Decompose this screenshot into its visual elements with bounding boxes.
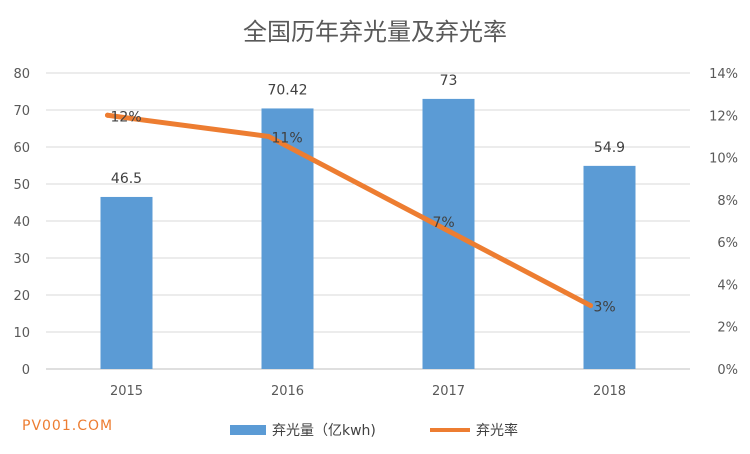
line-data-label: 11% bbox=[272, 130, 303, 146]
gridlines bbox=[46, 72, 690, 370]
line-point bbox=[588, 303, 593, 309]
bar-data-label: 70.42 bbox=[267, 82, 307, 98]
line-point bbox=[427, 218, 432, 224]
legend-swatch-bar bbox=[230, 425, 266, 435]
bar-series bbox=[100, 98, 636, 370]
y-tick-label-right: 4% bbox=[717, 278, 738, 293]
bar-data-label: 54.9 bbox=[594, 140, 625, 156]
y-tick-label-left: 10 bbox=[13, 326, 30, 341]
legend-label-line: 弃光率 bbox=[476, 422, 518, 439]
y-tick-label-right: 12% bbox=[709, 109, 738, 124]
bar-data-label: 73 bbox=[440, 73, 458, 89]
line-data-label: 7% bbox=[433, 215, 455, 231]
line-point bbox=[266, 133, 271, 139]
y-tick-label-left: 60 bbox=[13, 141, 30, 156]
x-tick-label: 2015 bbox=[110, 384, 143, 399]
line-data-label: 12% bbox=[111, 109, 142, 125]
y-tick-label-left: 80 bbox=[13, 67, 30, 82]
y-tick-label-left: 30 bbox=[13, 252, 30, 267]
x-axis: 2015 2016 2017 2018 bbox=[110, 384, 626, 399]
y-tick-label-right: 14% bbox=[709, 67, 738, 82]
y-tick-label-left: 40 bbox=[13, 215, 30, 230]
y-tick-label-right: 2% bbox=[717, 321, 738, 336]
bar-data-label: 46.5 bbox=[111, 171, 142, 187]
y-tick-label-left: 50 bbox=[13, 178, 30, 193]
line-point bbox=[105, 112, 110, 118]
line-path bbox=[105, 112, 593, 309]
y-tick-label-right: 0% bbox=[717, 363, 738, 378]
line-data-label: 3% bbox=[594, 300, 616, 316]
x-tick-label: 2017 bbox=[432, 384, 465, 399]
legend-label-bar: 弃光量（亿kwh) bbox=[272, 423, 376, 439]
bar bbox=[422, 98, 475, 370]
y-axis-left: 0 10 20 30 40 50 60 70 80 bbox=[13, 67, 30, 378]
x-tick-label: 2018 bbox=[593, 384, 626, 399]
bar bbox=[100, 196, 153, 369]
line-series bbox=[105, 112, 593, 309]
bar bbox=[583, 165, 636, 369]
chart-title: 全国历年弃光量及弃光率 bbox=[243, 18, 507, 46]
y-tick-label-left: 70 bbox=[13, 104, 30, 119]
bar bbox=[261, 108, 314, 370]
y-tick-label-left: 0 bbox=[22, 363, 30, 378]
legend: 弃光量（亿kwh) 弃光率 bbox=[230, 422, 518, 439]
y-tick-label-right: 8% bbox=[717, 194, 738, 209]
data-labels: 46.5 70.42 73 54.9 12% 11% 7% 3% bbox=[111, 73, 626, 316]
watermark: PV001.COM bbox=[22, 418, 114, 434]
y-tick-label-right: 10% bbox=[709, 152, 738, 167]
y-axis-right: 0% 2% 4% 6% 8% 10% 12% 14% bbox=[709, 67, 738, 378]
y-tick-label-right: 6% bbox=[717, 236, 738, 251]
x-tick-label: 2016 bbox=[271, 384, 304, 399]
y-tick-label-left: 20 bbox=[13, 289, 30, 304]
